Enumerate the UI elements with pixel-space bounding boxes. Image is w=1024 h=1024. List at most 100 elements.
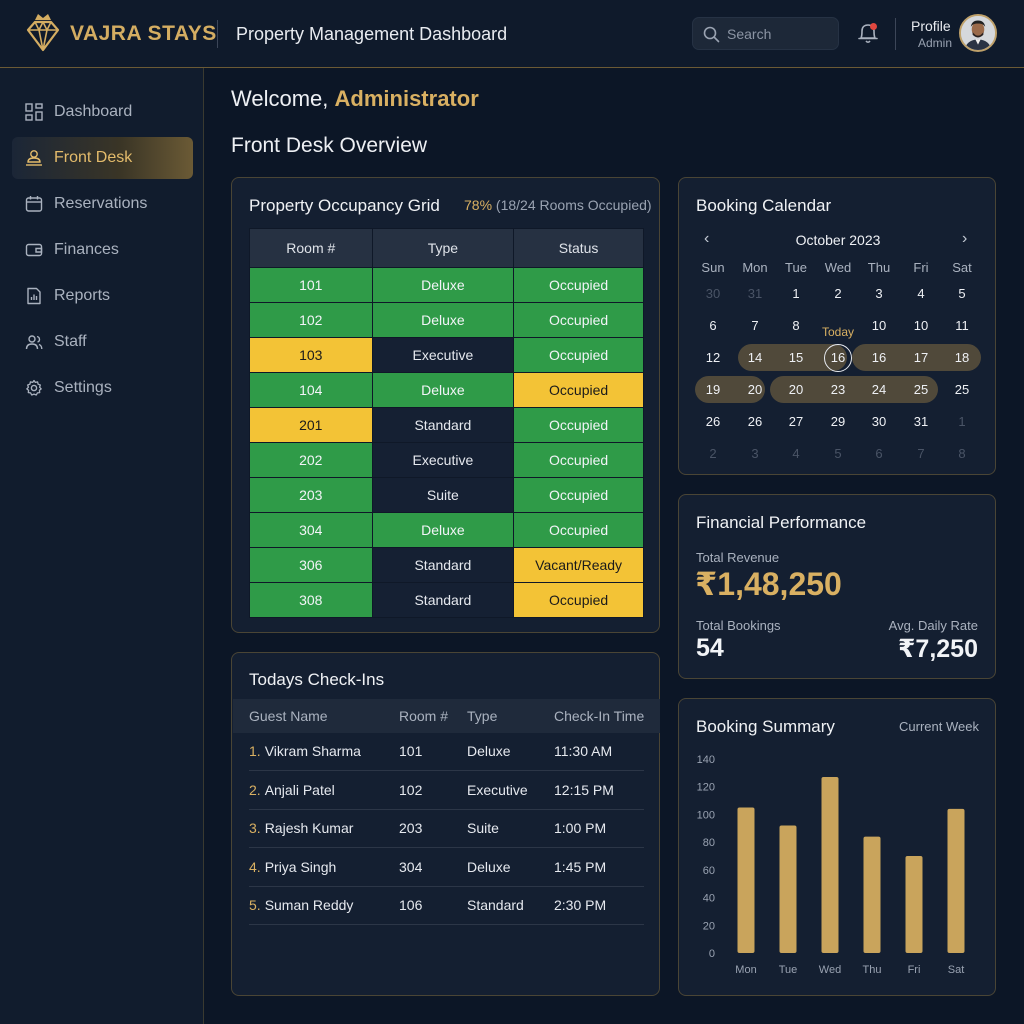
sidebar-item-label: Staff [54,333,87,350]
sidebar-item-front-desk[interactable]: Front Desk [12,137,193,179]
room-status-cell: Occupied [513,302,644,338]
column-header[interactable]: Guest Name [249,708,328,724]
sidebar-item-settings[interactable]: Settings [12,367,193,409]
checkin-time-cell: 1:45 PM [554,858,607,875]
sidebar-item-label: Dashboard [54,103,133,120]
calendar-day[interactable]: 3 [875,286,883,301]
sidebar-item-dashboard[interactable]: Dashboard [12,91,193,133]
column-header[interactable]: Type [467,708,498,724]
sidebar-item-reports[interactable]: Reports [12,275,193,317]
calendar-day[interactable]: 2 [709,446,717,461]
calendar-day[interactable]: 31 [747,286,763,301]
table-row[interactable]: 2. Anjali Patel 102 Executive 12:15 PM [249,772,644,810]
y-tick-label: 120 [697,782,715,794]
profile-label[interactable]: Profile [911,18,951,34]
calendar-day[interactable]: 20 [788,382,804,397]
calendar-day[interactable]: 20 [747,382,763,397]
bar[interactable] [779,825,797,953]
table-row[interactable]: 304 Deluxe Occupied [249,512,644,548]
calendar-day[interactable]: 10 [871,318,887,333]
calendar-day[interactable]: 26 [705,414,721,429]
table-row[interactable]: 3. Rajesh Kumar 203 Suite 1:00 PM [249,810,644,848]
search-input[interactable] [727,24,832,44]
table-row[interactable]: 4. Priya Singh 304 Deluxe 1:45 PM [249,849,644,887]
calendar-day[interactable]: 5 [958,286,966,301]
calendar-day[interactable]: 29 [830,414,846,429]
bar[interactable] [863,836,881,953]
notification-bell-icon[interactable] [856,20,880,46]
column-header[interactable]: Status [513,228,644,268]
calendar-day[interactable]: 23 [830,382,846,397]
guest-name-cell: 2. Anjali Patel [249,782,335,798]
table-row[interactable]: 103 Executive Occupied [249,337,644,373]
bar[interactable] [737,807,755,954]
bar[interactable] [821,777,839,953]
table-row[interactable]: 202 Executive Occupied [249,442,644,478]
calendar-day[interactable]: 6 [709,318,717,333]
table-row[interactable]: 102 Deluxe Occupied [249,302,644,338]
column-header[interactable]: Type [371,228,515,268]
calendar-day[interactable]: 5 [834,446,842,461]
table-row[interactable]: 203 Suite Occupied [249,477,644,513]
checkin-type-cell: Suite [467,820,499,836]
calendar-day[interactable]: 26 [747,414,763,429]
calendar-day[interactable]: 2 [834,286,842,301]
next-month-chevron-icon[interactable]: › [962,230,968,247]
sidebar-item-label: Reports [54,287,111,304]
calendar-day[interactable]: 11 [955,318,969,333]
search-box[interactable] [692,17,839,50]
prev-month-chevron-icon[interactable]: ‹ [704,230,710,247]
calendar-day[interactable]: 7 [917,446,925,461]
table-row[interactable]: 5. Suman Reddy 106 Standard 2:30 PM [249,887,644,925]
table-row[interactable]: 104 Deluxe Occupied [249,372,644,408]
wallet-icon [25,243,43,257]
calendar-day[interactable]: 15 [788,350,804,365]
column-header[interactable]: Check-In Time [554,708,645,724]
sidebar-item-finances[interactable]: Finances [12,229,193,271]
bar[interactable] [947,808,965,953]
calendar-day[interactable]: 14 [747,350,763,365]
calendar-day[interactable]: 6 [875,446,883,461]
column-header[interactable]: Room # [399,708,449,724]
checkins-title: Todays Check-Ins [249,670,385,689]
calendar-day[interactable]: 30 [705,286,721,301]
calendar-day[interactable]: 19 [705,382,721,397]
calendar-day[interactable]: 24 [871,382,887,397]
table-row[interactable]: 101 Deluxe Occupied [249,267,644,303]
calendar-day[interactable]: 4 [792,446,800,461]
calendar-day[interactable]: 8 [792,318,800,333]
guest-name-cell: 5. Suman Reddy [249,897,353,913]
diamond-crown-logo-icon[interactable] [24,12,62,54]
adr-label: Avg. Daily Rate [888,618,978,633]
calendar-day[interactable]: 8 [958,446,966,461]
booking-summary-period[interactable]: Current Week [899,719,979,734]
calendar-day[interactable]: 31 [913,414,929,429]
calendar-day[interactable]: 27 [788,414,804,429]
calendar-day[interactable]: 3 [751,446,759,461]
weekday-label: Fri [913,260,929,275]
bar[interactable] [905,856,923,953]
table-row[interactable]: 1. Vikram Sharma 101 Deluxe 11:30 AM [249,733,644,771]
avatar[interactable] [959,14,997,52]
column-header[interactable]: Room # [249,228,373,268]
calendar-day[interactable]: 16 [871,350,887,365]
sidebar-item-reservations[interactable]: Reservations [12,183,193,225]
calendar-day[interactable]: 25 [954,382,970,397]
calendar-day[interactable]: 7 [751,318,759,333]
calendar-day[interactable]: 1 [792,286,800,301]
calendar-day[interactable]: 10 [913,318,929,333]
occupancy-count: (18/24 Rooms Occupied) [495,197,652,213]
weekday-label: Mon [742,260,768,275]
calendar-day[interactable]: 30 [871,414,887,429]
table-row[interactable]: 201 Standard Occupied [249,407,644,443]
calendar-day[interactable]: 1 [958,414,966,429]
calendar-day[interactable]: 4 [917,286,925,301]
calendar-day[interactable]: 17 [913,350,929,365]
calendar-day[interactable]: 25 [913,382,929,397]
room-number-cell: 304 [249,512,373,548]
table-row[interactable]: 306 Standard Vacant/Ready [249,547,644,583]
table-row[interactable]: 308 Standard Occupied [249,582,644,618]
calendar-day[interactable]: 18 [954,350,970,365]
sidebar-item-staff[interactable]: Staff [12,321,193,363]
calendar-day[interactable]: 12 [705,350,721,365]
